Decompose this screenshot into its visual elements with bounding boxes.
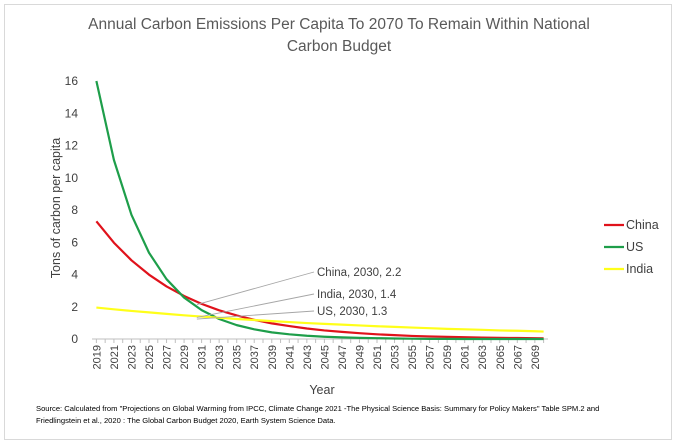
y-tick-label: 12 (65, 139, 79, 153)
annotation-leader-line (196, 310, 315, 320)
x-tick-label: 2041 (284, 345, 296, 369)
y-tick-label: 14 (65, 106, 79, 120)
legend-label-china: China (626, 218, 659, 232)
x-tick-label: 2037 (249, 345, 261, 369)
x-tick-label: 2019 (91, 345, 103, 369)
x-tick-label: 2029 (179, 345, 191, 369)
series-line-china (95, 220, 544, 340)
legend-label-india: India (626, 262, 653, 276)
annotation-label: US, 2030, 1.3 (317, 306, 387, 318)
annotation-label: China, 2030, 2.2 (317, 267, 401, 279)
x-tick-label: 2047 (337, 345, 349, 369)
x-tick-label: 2055 (407, 345, 419, 369)
x-tick-label: 2039 (267, 345, 279, 369)
x-tick-label: 2059 (442, 345, 454, 369)
annotation-leader-line (196, 271, 315, 305)
x-tick-label: 2065 (495, 345, 507, 369)
chart-title-line-2: Carbon Budget (286, 38, 392, 55)
x-tick-label: 2057 (425, 345, 437, 369)
annotation-leader-line (196, 293, 315, 318)
x-tick-label: 2069 (530, 345, 542, 369)
ticks: 0 2 4 6 8 10 12 14 16 2019 2021 2023 2025 2027 2029 203… (65, 74, 545, 369)
x-tick-label: 2035 (232, 345, 244, 369)
y-tick-label: 8 (71, 203, 78, 217)
y-tick-label: 4 (71, 268, 78, 282)
legend-label-us: US (626, 240, 643, 254)
series-lines (95, 80, 544, 341)
source-note: Source: Calculated from "Projections on … (36, 404, 600, 425)
x-tick-label: 2043 (302, 345, 314, 369)
x-tick-label: 2063 (477, 345, 489, 369)
y-tick-label: 6 (71, 235, 78, 249)
chart-title-line-1: Annual Carbon Emissions Per Capita To 20… (88, 16, 590, 33)
x-tick-label: 2027 (162, 345, 174, 369)
x-axis-label: Year (309, 383, 334, 397)
x-tick-label: 2033 (214, 345, 226, 369)
x-tick-label: 2023 (126, 345, 138, 369)
series-line-india (96, 306, 544, 333)
y-tick-label: 2 (71, 300, 78, 314)
annotations: China, 2030, 2.2 India, 2030, 1.4 US, 2030… (196, 267, 401, 320)
series-line-us (95, 80, 544, 341)
legend: China US India (604, 218, 659, 276)
x-tick-label: 2049 (354, 345, 366, 369)
x-tick-label: 2031 (197, 345, 209, 369)
x-tick-label: 2051 (372, 345, 384, 369)
chart-frame (4, 4, 672, 440)
x-tick-label: 2021 (109, 345, 121, 369)
y-tick-label: 10 (65, 171, 79, 185)
x-tick-label: 2025 (144, 345, 156, 369)
x-tick-label: 2061 (460, 345, 472, 369)
x-tick-label: 2053 (390, 345, 402, 369)
annotation-label: India, 2030, 1.4 (317, 289, 397, 301)
chart-title: Annual Carbon Emissions Per Capita To 20… (0, 14, 678, 58)
y-axis-label: Tons of carbon per capita (49, 138, 63, 278)
y-tick-label: 16 (65, 74, 79, 88)
x-tick-label: 2045 (319, 345, 331, 369)
x-tick-label: 2067 (512, 345, 524, 369)
y-tick-label: 0 (71, 332, 78, 346)
